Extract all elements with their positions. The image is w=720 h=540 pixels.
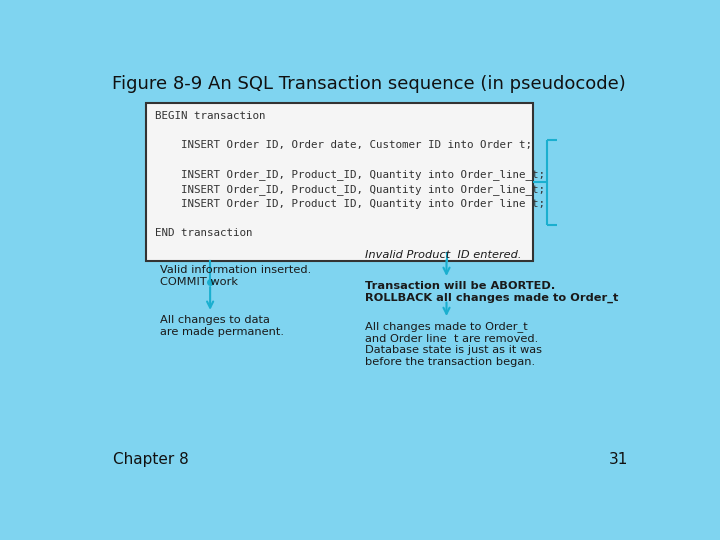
Text: Figure 8-9 An SQL Transaction sequence (in pseudocode): Figure 8-9 An SQL Transaction sequence (… <box>112 75 626 93</box>
Text: Chapter 8: Chapter 8 <box>113 452 189 467</box>
Text: Valid information inserted.
COMMIT work: Valid information inserted. COMMIT work <box>160 265 311 287</box>
Text: All changes made to Order_t
and Order line  t are removed.
Database state is jus: All changes made to Order_t and Order li… <box>365 321 542 367</box>
Bar <box>145 103 534 261</box>
Text: Transaction will be ABORTED.
ROLLBACK all changes made to Order_t: Transaction will be ABORTED. ROLLBACK al… <box>365 281 618 303</box>
Text: 31: 31 <box>609 452 629 467</box>
Text: BEGIN transaction

    INSERT Order ID, Order date, Customer ID into Order t;

 : BEGIN transaction INSERT Order ID, Order… <box>155 111 545 238</box>
Text: All changes to data
are made permanent.: All changes to data are made permanent. <box>160 315 284 336</box>
Text: Invalid Product  ID entered.: Invalid Product ID entered. <box>365 249 521 260</box>
